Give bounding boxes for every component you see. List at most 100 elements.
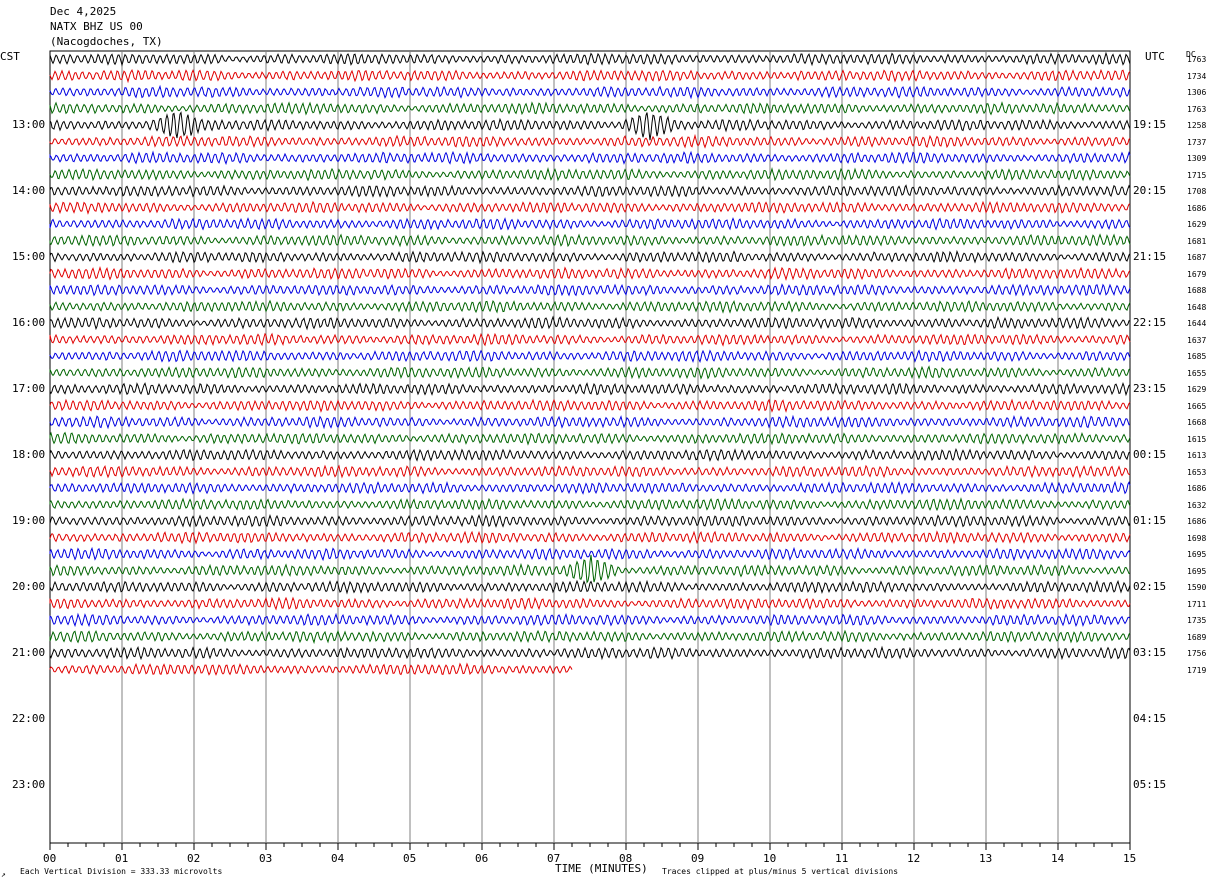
dc-offset-value: 1629 [1187,385,1207,394]
dc-offset-value: 1644 [1187,319,1207,328]
trace-red [49,133,1131,149]
dc-offset-value: 1734 [1187,71,1207,81]
dc-label: DC [1186,50,1196,59]
cst-hour-label: 16:00 [12,316,46,329]
trace-black [49,111,1131,141]
cst-hour-label: 17:00 [12,382,46,395]
x-axis-title: TIME (MINUTES) [555,862,648,875]
dc-offset-value: 1763 [1187,55,1207,64]
utc-hour-label: 21:15 [1133,250,1167,263]
trace-black [49,513,1131,528]
cst-hour-label: 14:00 [12,184,46,197]
utc-hour-label: 19:15 [1133,118,1167,131]
trace-black [49,249,1131,265]
trace-red [49,200,1131,215]
utc-hour-label: 04:15 [1133,712,1167,725]
dc-offset-value: 1719 [1187,665,1207,675]
dc-offset-value: 1309 [1187,154,1207,163]
x-tick-label: 15 [1123,852,1137,865]
cst-hour-label: 21:00 [12,646,46,659]
x-tick-label: 13 [979,852,993,865]
cst-hour-label: 18:00 [12,448,46,461]
dc-offset-value: 1653 [1187,467,1207,477]
dc-offset-value: 1258 [1187,121,1207,130]
trace-blue [49,546,1131,562]
cst-hour-label: 15:00 [12,250,46,263]
trace-blue [49,612,1131,628]
x-tick-label: 04 [331,852,345,865]
x-tick-label: 01 [115,852,129,865]
dc-offset-value: 1698 [1187,533,1207,543]
header-station: NATX BHZ US 00 [50,20,143,33]
dc-offset-value: 1695 [1187,550,1207,559]
trace-blue [49,150,1131,166]
dc-offset-value: 1686 [1187,484,1207,493]
utc-hour-label: 22:15 [1133,316,1167,329]
trace-green [49,497,1131,512]
cst-hour-label: 23:00 [12,778,46,791]
trace-red [49,530,1131,545]
dc-offset-value: 1686 [1187,517,1207,526]
dc-offset-value: 1737 [1187,137,1207,147]
x-tick-label: 12 [907,852,921,865]
trace-black [49,184,1131,198]
cst-label: CST [0,50,20,63]
dc-offset-value: 1629 [1187,220,1207,229]
utc-hour-label: 20:15 [1133,184,1167,197]
trace-blue [49,349,1131,364]
trace-red [49,398,1131,413]
trace-green [49,167,1131,182]
trace-green [49,629,1131,645]
trace-green [49,101,1131,116]
dc-offset-value: 1615 [1187,434,1207,444]
utc-hour-label: 03:15 [1133,646,1167,659]
trace-black [49,645,1131,661]
x-tick-label: 14 [1051,852,1065,865]
utc-hour-label: 01:15 [1133,514,1167,527]
dc-offset-value: 1613 [1187,451,1207,460]
dc-offset-value: 1668 [1187,418,1207,427]
header-date: Dec 4,2025 [50,5,117,18]
dc-offset-value: 1632 [1187,500,1207,510]
cst-hour-label: 19:00 [12,514,46,527]
corner-mark: ↗ [1,870,6,879]
dc-offset-value: 1695 [1187,566,1207,576]
x-tick-label: 06 [475,852,489,865]
trace-green [49,299,1131,314]
dc-offset-value: 1665 [1187,401,1207,411]
trace-red [49,464,1131,479]
dc-offset-value: 1715 [1187,170,1207,180]
trace-black [49,51,1131,67]
trace-red [49,266,1131,282]
dc-offset-value: 1590 [1187,583,1207,592]
x-tick-label: 08 [619,852,633,865]
trace-red [49,662,573,676]
header-location: (Nacogdoches, TX) [50,35,163,48]
x-tick-label: 09 [691,852,705,865]
x-tick-label: 02 [187,852,201,865]
dc-offset-value: 1648 [1187,302,1207,312]
dc-offset-value: 1763 [1187,104,1207,114]
dc-offset-value: 1708 [1187,187,1207,196]
trace-black [49,448,1131,462]
dc-offset-value: 1756 [1187,649,1207,658]
trace-red [49,68,1131,84]
dc-offset-value: 1655 [1187,368,1207,378]
dc-offset-value: 1689 [1187,632,1207,642]
x-tick-label: 10 [763,852,777,865]
x-tick-label: 03 [259,852,273,865]
trace-blue [49,480,1131,495]
trace-black [49,315,1131,331]
dc-offset-value: 1306 [1187,88,1207,97]
trace-black [49,381,1131,397]
dc-offset-value: 1687 [1187,253,1207,262]
cst-hour-label: 20:00 [12,580,46,593]
cst-hour-label: 22:00 [12,712,46,725]
utc-hour-label: 00:15 [1133,448,1167,461]
dc-offset-value: 1711 [1187,599,1207,609]
utc-label: UTC [1145,50,1165,63]
trace-red [49,596,1131,611]
dc-offset-value: 1685 [1187,352,1207,361]
dc-offset-value: 1735 [1187,616,1207,625]
